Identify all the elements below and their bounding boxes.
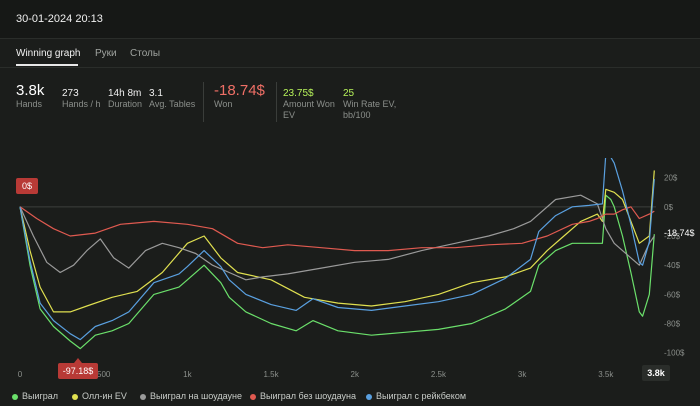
x-tick-label: 500 <box>97 370 111 379</box>
x-tick-label: 0 <box>18 370 23 379</box>
min-badge-pointer <box>74 358 82 363</box>
legend-dot <box>366 393 372 400</box>
series-line-4 <box>19 158 655 341</box>
stat-won: -18.74$ Won <box>214 82 265 110</box>
stat-duration-value: 14h 8m <box>108 88 142 99</box>
stat-avg-tables: 3.1 Avg. Tables <box>149 88 195 110</box>
stat-hands-per-hour-value: 273 <box>62 88 79 99</box>
legend-label: Олл-ин EV <box>82 391 127 401</box>
stat-avg-tables-value: 3.1 <box>149 88 163 99</box>
stat-won-label: Won <box>214 99 233 109</box>
chart-lines <box>19 158 655 350</box>
legend-label: Выиграл на шоудауне <box>150 391 242 401</box>
stat-won-value: -18.74$ <box>214 82 265 99</box>
end-x-badge-bg <box>642 365 670 381</box>
stat-hands-per-hour: 273 Hands / h <box>62 88 101 110</box>
legend-item-allin-ev[interactable]: Олл-ин EV <box>72 391 127 401</box>
tab-bar: Winning graph Руки Столы <box>16 48 216 68</box>
active-tab-indicator <box>16 64 78 66</box>
series-line-0 <box>19 194 655 350</box>
stat-win-rate-ev-value: 25 <box>343 88 355 99</box>
y-axis-ticks: 20$ 0$ -20$ -40$ -60$ -80$ -100$ <box>664 174 685 358</box>
series-line-3 <box>19 206 655 252</box>
x-tick-label: 3k <box>518 370 527 379</box>
stat-win-rate-ev-label-2: bb/100 <box>343 110 371 120</box>
legend-item-won[interactable]: Выиграл <box>12 391 58 401</box>
x-tick-label: 1k <box>183 370 192 379</box>
zero-badge-label: 0$ <box>22 181 32 191</box>
min-badge: -97.18$ <box>58 358 98 379</box>
legend-dot <box>140 393 146 400</box>
legend-label: Выиграл <box>22 391 59 401</box>
stats-divider <box>203 82 204 122</box>
stat-amount-won-ev-label-2: EV <box>283 110 296 120</box>
stat-amount-won-ev-value: 23.75$ <box>283 88 314 99</box>
end-value-label: -18.74$ <box>664 228 695 238</box>
end-x-badge: 3.8k <box>642 365 670 381</box>
stat-duration: 14h 8m Duration <box>108 88 142 110</box>
winning-graph[interactable]: 0 500 1k 1.5k 2k 2.5k 3k 3.5k 20$ 0$ -20$ -40$ -60$… <box>0 158 700 406</box>
end-x-label: 3.8k <box>647 368 666 378</box>
header-bar: 30-01-2024 20:13 <box>0 0 700 39</box>
y-tick-label: 0$ <box>664 203 673 212</box>
legend-item-showdown[interactable]: Выиграл на шоудауне <box>140 391 242 401</box>
y-tick-label: -40$ <box>664 261 681 270</box>
y-tick-label: 20$ <box>664 174 678 183</box>
legend-label: Выиграл с рейкбеком <box>376 391 467 401</box>
stat-hands-per-hour-label: Hands / h <box>62 99 101 109</box>
stat-amount-won-ev: 23.75$ Amount Won EV <box>283 88 335 121</box>
stat-hands-value: 3.8k <box>16 82 45 99</box>
y-tick-label: -20$ <box>664 232 681 241</box>
x-tick-label: 1.5k <box>263 370 279 379</box>
session-datetime: 30-01-2024 20:13 <box>16 13 103 25</box>
stat-hands: 3.8k Hands <box>16 82 44 110</box>
stat-win-rate-ev: 25 Win Rate EV, bb/100 <box>343 88 396 121</box>
tabs-divider <box>0 67 700 68</box>
winning-graph-svg: 0 500 1k 1.5k 2k 2.5k 3k 3.5k 20$ 0$ -20$ -40$ -60$… <box>16 158 695 381</box>
legend-dot <box>12 393 18 400</box>
x-tick-label: 2.5k <box>431 370 447 379</box>
legend-item-rakeback[interactable]: Выиграл с рейкбеком <box>366 391 466 401</box>
min-badge-bg <box>58 363 98 379</box>
stats-divider <box>276 82 277 122</box>
stat-amount-won-ev-label-1: Amount Won <box>283 99 335 109</box>
tab-hands[interactable]: Руки <box>95 48 117 59</box>
x-axis-ticks: 0 500 1k 1.5k 2k 2.5k 3k 3.5k <box>18 370 615 379</box>
y-tick-label: -80$ <box>664 320 681 329</box>
stat-duration-label: Duration <box>108 99 143 109</box>
legend-dot <box>250 393 256 400</box>
stat-avg-tables-label: Avg. Tables <box>149 99 196 109</box>
legend-dot <box>72 393 78 400</box>
x-tick-label: 3.5k <box>598 370 614 379</box>
y-tick-label: -100$ <box>664 349 685 358</box>
x-tick-label: 2k <box>351 370 360 379</box>
min-badge-label: -97.18$ <box>63 366 94 376</box>
stat-win-rate-ev-label-1: Win Rate EV, <box>343 99 397 109</box>
legend-item-non-showdown[interactable]: Выиграл без шоудауна <box>250 391 356 401</box>
tab-tables[interactable]: Столы <box>130 48 161 59</box>
legend-label: Выиграл без шоудауна <box>260 391 356 401</box>
tab-winning-graph[interactable]: Winning graph <box>16 48 81 59</box>
y-tick-label: -60$ <box>664 290 681 299</box>
zero-badge-bg <box>16 178 38 194</box>
series-line-1 <box>19 170 655 313</box>
series-line-2 <box>19 194 655 281</box>
zero-badge: 0$ <box>16 178 38 194</box>
stat-hands-label: Hands <box>16 99 43 109</box>
